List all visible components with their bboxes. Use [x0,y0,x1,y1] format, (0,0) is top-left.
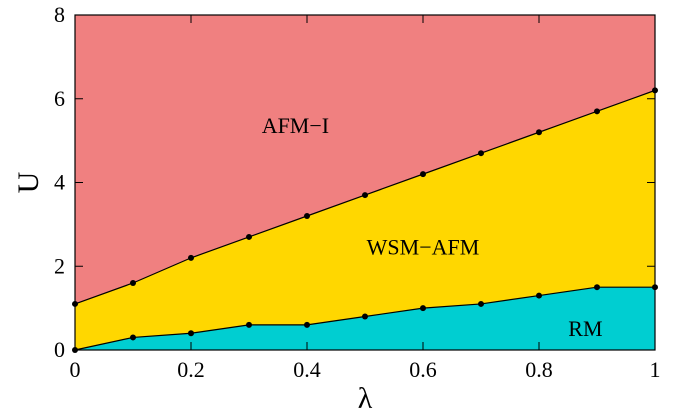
y-tick-label: 6 [54,86,65,111]
y-tick-label: 2 [54,253,65,278]
y-axis-label: U [12,171,45,193]
boundary-point [130,280,136,286]
x-tick-label: 0.8 [525,357,553,382]
region-labels: RM WSM−AFM AFM−I [262,113,603,341]
boundary-point [594,284,600,291]
boundary-point [478,300,484,307]
boundary-point [188,254,194,261]
boundary-point [304,321,310,328]
x-axis-label: λ [358,382,373,415]
region-wsm-afm [75,90,655,350]
boundary-point [478,150,484,157]
region-label-wsm-afm: WSM−AFM [367,234,480,259]
boundary-point [304,213,310,219]
region-afm-i [75,15,655,304]
boundary-point [246,233,252,240]
boundary-point [536,129,542,136]
boundary-point [246,321,252,328]
boundary-point [188,330,194,337]
x-tick-label: 0.2 [177,357,205,382]
boundary-point [536,292,542,299]
region-label-afm-i: AFM−I [262,113,329,138]
phase-regions [75,15,655,350]
y-tick-label: 4 [54,170,65,195]
boundary-point [130,334,136,341]
x-tick-label: 1 [650,357,661,382]
boundary-point [420,171,426,178]
boundary-point [594,108,600,115]
x-tick-label: 0.6 [409,357,437,382]
region-label-rm: RM [568,316,602,341]
boundary-point [362,192,368,199]
x-tick-label: 0 [70,357,81,382]
boundary-point [420,305,426,312]
boundary-point [362,313,368,320]
x-tick-label: 0.4 [293,357,321,382]
axis-ticks: 0 0.2 0.4 0.6 0.8 1 0 2 4 6 8 [54,2,661,382]
y-tick-label: 8 [54,2,65,27]
y-tick-label: 0 [54,337,65,362]
